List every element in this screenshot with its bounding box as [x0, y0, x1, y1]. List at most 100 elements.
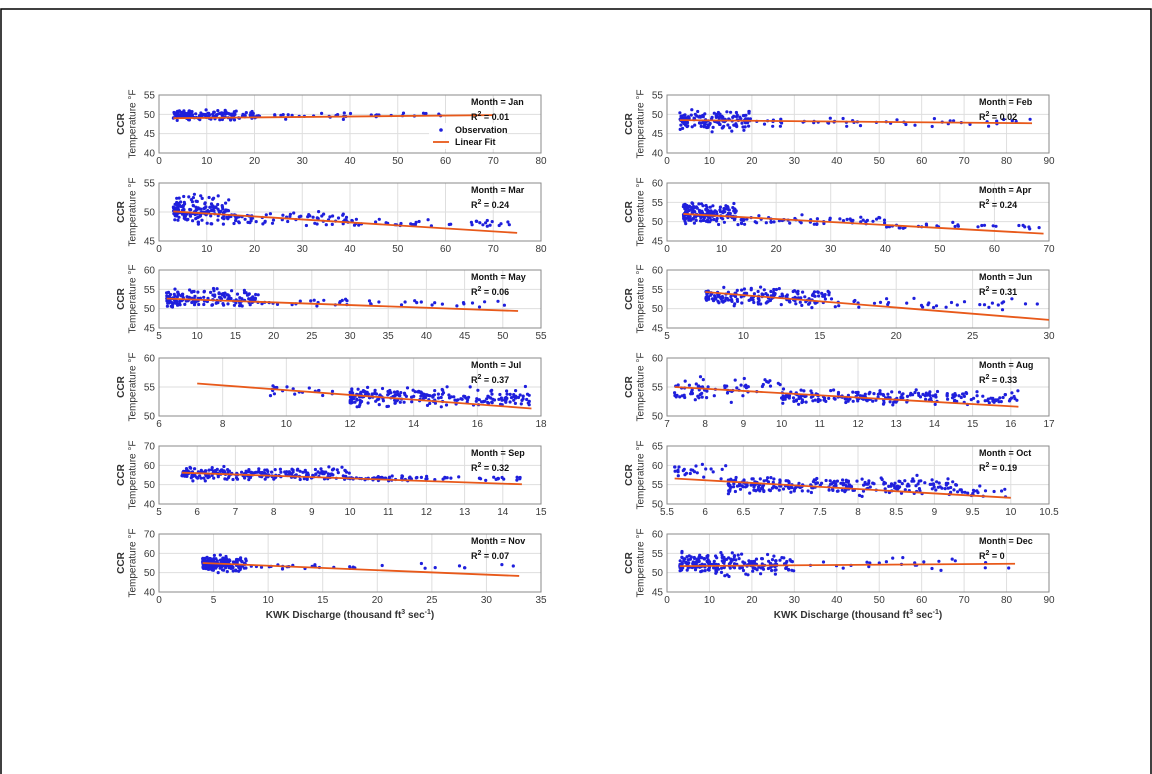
- observation-point: [705, 208, 710, 212]
- observation-point: [685, 121, 690, 125]
- observation-point: [350, 218, 354, 223]
- observation-point: [330, 389, 335, 393]
- observation-point: [261, 222, 265, 226]
- observation-point: [935, 389, 940, 394]
- observation-point: [673, 393, 677, 398]
- observation-point: [380, 563, 384, 568]
- x-tick-label: 15: [814, 331, 826, 342]
- observation-point: [705, 298, 709, 302]
- y-tick-label: 45: [652, 588, 664, 599]
- observation-point: [862, 483, 866, 487]
- observation-point: [256, 293, 260, 297]
- observation-point: [813, 398, 817, 402]
- axes-box: [666, 182, 1050, 242]
- y-tick-label: 60: [652, 179, 664, 190]
- observation-point: [766, 380, 771, 384]
- observation-point: [181, 208, 185, 212]
- observation-point: [741, 125, 745, 129]
- observation-point: [740, 288, 744, 292]
- observation-point: [718, 112, 722, 116]
- observation-point: [855, 479, 859, 483]
- observation-point: [811, 399, 815, 403]
- observation-point: [254, 220, 258, 224]
- x-tick-label: 30: [789, 595, 801, 606]
- observation-point: [698, 375, 703, 379]
- observation-point: [863, 392, 867, 396]
- observation-point: [243, 476, 247, 480]
- x-tick-label: 30: [297, 244, 309, 255]
- observation-point: [883, 487, 887, 491]
- observation-point: [789, 485, 793, 489]
- observation-point: [484, 221, 488, 225]
- observation-point: [205, 221, 209, 225]
- observation-point: [939, 568, 943, 573]
- observation-point: [366, 401, 370, 405]
- observation-point: [488, 223, 492, 227]
- observation-point: [691, 216, 696, 220]
- linear-fit-line: [683, 213, 1044, 235]
- x-tick-label: 30: [297, 156, 309, 167]
- observation-point: [711, 204, 715, 208]
- observation-point: [315, 216, 319, 220]
- observation-point: [707, 212, 712, 216]
- observation-point: [780, 396, 784, 400]
- x-tick-label: 30: [1043, 331, 1055, 342]
- observation-point: [307, 213, 311, 217]
- observation-point: [194, 112, 198, 116]
- observation-point: [220, 565, 224, 569]
- observation-point: [946, 486, 950, 490]
- observation-point: [500, 563, 504, 567]
- x-tick-label: 35: [535, 595, 547, 606]
- observation-point: [321, 393, 325, 398]
- observation-point: [772, 477, 776, 481]
- observation-point: [419, 390, 423, 394]
- y-tick-label: 55: [144, 383, 156, 394]
- observation-point: [790, 568, 794, 572]
- observation-point: [350, 400, 354, 405]
- observation-point: [738, 115, 742, 119]
- observation-point: [374, 392, 379, 396]
- observation-point: [190, 290, 194, 294]
- x-tick-label: 15: [535, 507, 547, 518]
- observation-point: [273, 468, 277, 472]
- observation-point: [197, 302, 201, 307]
- observation-point: [935, 480, 939, 484]
- y-tick-label: 50: [144, 568, 156, 579]
- observation-point: [768, 384, 773, 388]
- observation-point: [936, 485, 940, 489]
- observation-point: [943, 487, 947, 491]
- observation-point: [762, 122, 767, 126]
- observation-point: [712, 111, 716, 115]
- observation-point: [706, 568, 710, 572]
- observation-point: [220, 205, 225, 209]
- observation-point: [205, 556, 209, 560]
- observation-point: [211, 204, 215, 208]
- observation-point: [956, 490, 960, 494]
- observation-point: [1017, 223, 1021, 228]
- observation-point: [692, 221, 697, 225]
- observation-point: [809, 389, 813, 393]
- observation-point: [801, 290, 805, 294]
- x-tick-label: 20: [746, 595, 758, 606]
- observation-point: [1000, 301, 1004, 305]
- observation-point: [829, 389, 833, 393]
- observation-point: [180, 212, 185, 216]
- observation-point: [214, 205, 218, 210]
- observation-point: [230, 289, 234, 293]
- observation-point: [996, 398, 1000, 402]
- observation-point: [212, 476, 216, 480]
- observation-point: [243, 217, 247, 221]
- observation-point: [732, 114, 736, 118]
- observation-point: [788, 221, 792, 225]
- observation-point: [794, 302, 798, 306]
- observation-point: [743, 222, 747, 226]
- observation-point: [720, 295, 725, 299]
- observation-point: [934, 304, 939, 308]
- observation-point: [815, 217, 820, 221]
- x-tick-label: 25: [306, 331, 318, 342]
- y-axis-label: CCRTemperature °F: [624, 177, 647, 246]
- observation-point: [356, 387, 360, 391]
- observation-point: [309, 299, 313, 303]
- observation-point: [367, 299, 372, 303]
- observation-point: [729, 110, 733, 114]
